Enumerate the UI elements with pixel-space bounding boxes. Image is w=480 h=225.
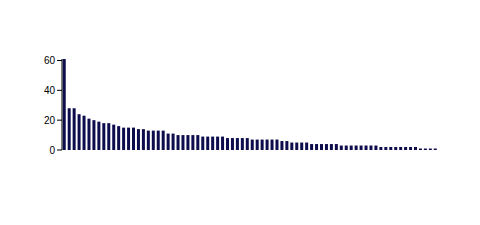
svg-text:0: 0 (49, 145, 55, 156)
svg-text:60: 60 (44, 55, 56, 66)
svg-text:40: 40 (44, 85, 56, 96)
svg-text:20: 20 (44, 115, 56, 126)
